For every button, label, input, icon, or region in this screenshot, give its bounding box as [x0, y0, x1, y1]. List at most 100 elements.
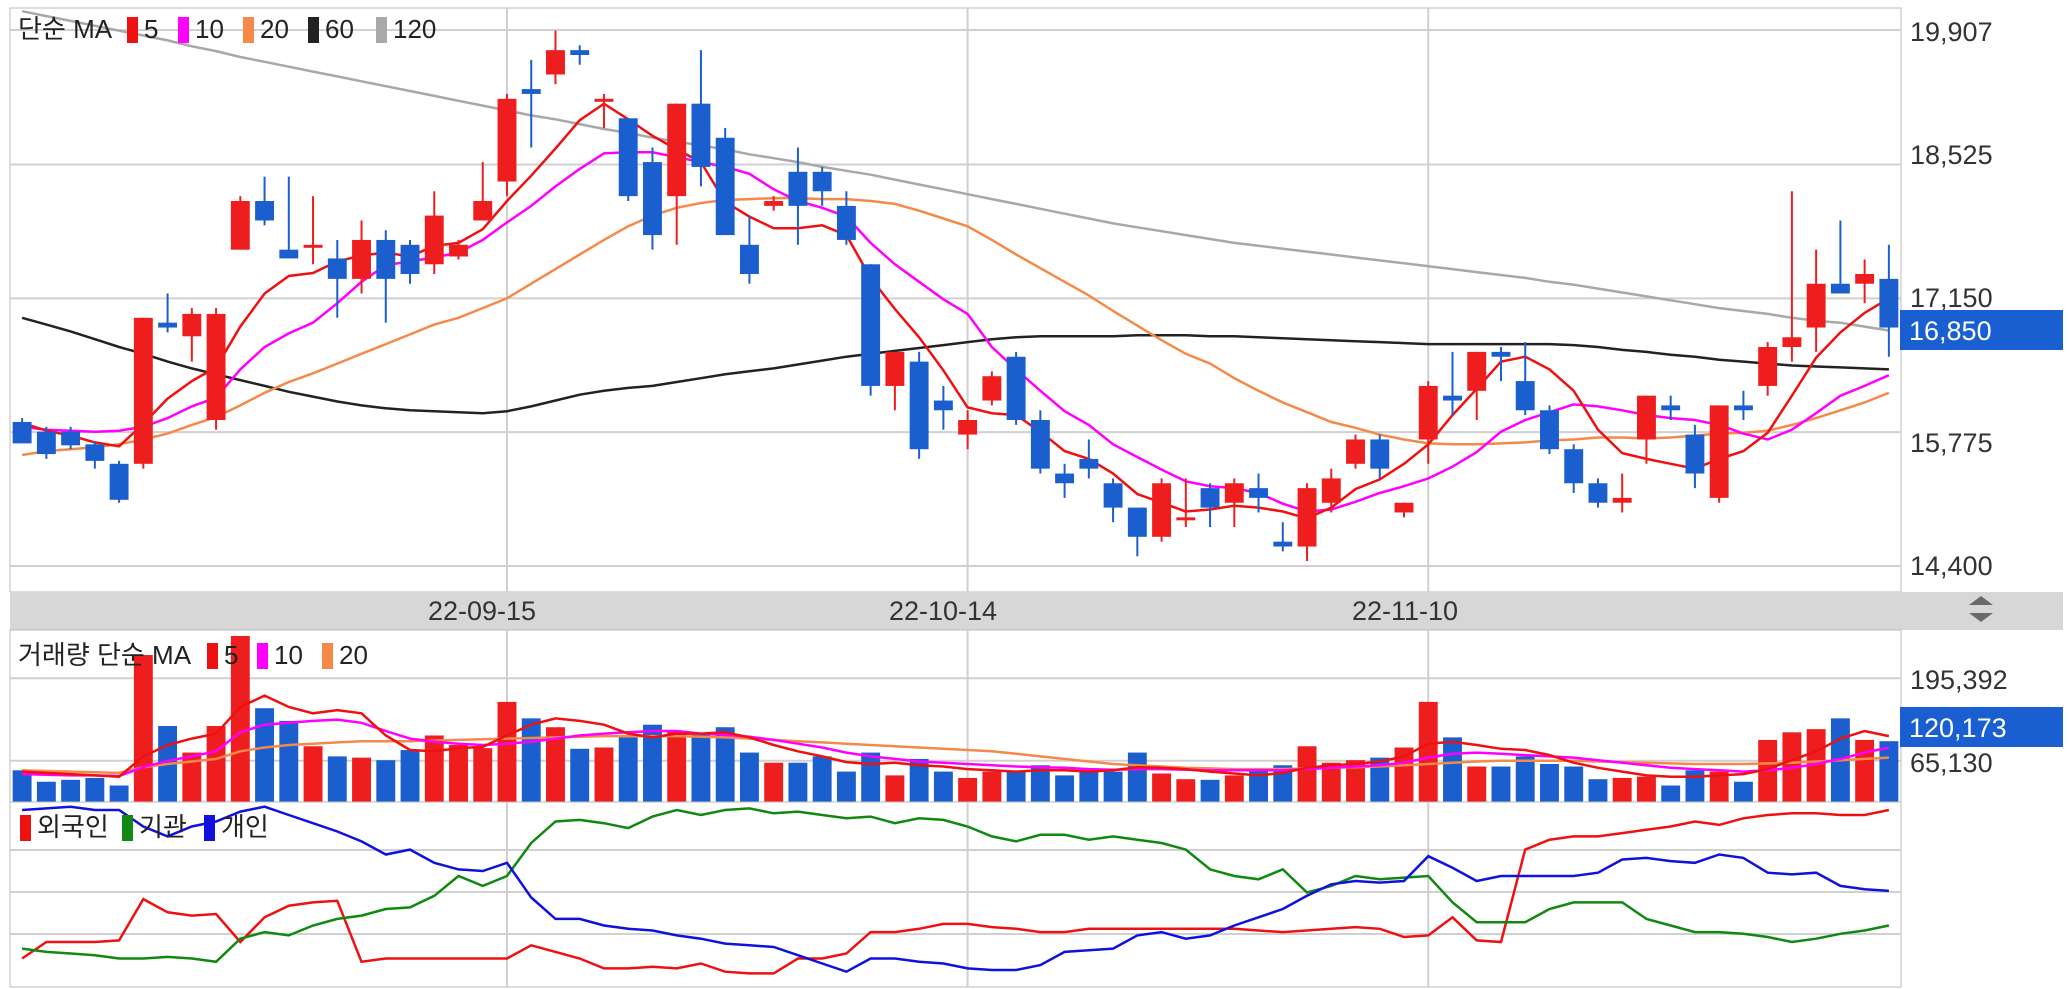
candle-8: [206, 308, 226, 430]
volume-bar-33: [812, 756, 832, 802]
price-tick-3: 15,775: [1910, 428, 1993, 458]
candle-43: [1055, 463, 1075, 498]
candle-body: [85, 444, 105, 461]
investor-line-2: [22, 805, 1889, 974]
candle-65: [1588, 478, 1608, 508]
candle-body: [1806, 283, 1826, 328]
candle-17: [424, 191, 444, 275]
volume-legend: 거래량 단순 MA 5 10 20: [18, 640, 368, 670]
volume-bar-60: [1467, 766, 1487, 802]
candle-body: [1006, 356, 1026, 421]
candle-72: [1758, 342, 1778, 396]
candle-33: [812, 166, 832, 206]
volume-bar-53: [1297, 746, 1317, 802]
candle-42: [1030, 410, 1050, 474]
candle-3: [85, 441, 105, 469]
candle-body: [1152, 483, 1172, 537]
candle-body: [1564, 449, 1584, 484]
candle-2: [61, 426, 81, 450]
volume-bar-68: [1661, 785, 1681, 802]
candle-body: [352, 239, 371, 279]
candle-51: [1249, 473, 1268, 513]
candle-31: [764, 196, 784, 211]
candle-body: [376, 239, 396, 279]
candle-50: [1224, 478, 1244, 528]
volume-bar-77: [1879, 741, 1899, 802]
candle-66: [1612, 473, 1632, 513]
volume-bar-16: [400, 750, 420, 802]
volume-bar-44: [1079, 770, 1099, 802]
candle-body: [206, 313, 226, 421]
current-price-badge-bg: [1900, 310, 2063, 350]
candle-0: [12, 418, 32, 444]
candle-73: [1782, 191, 1802, 362]
price-tick-1: 18,525: [1910, 140, 1993, 170]
updown-arrow-icon[interactable]: [1969, 596, 1993, 622]
ma120-line: [21, 9, 1890, 332]
volume-bar-26: [643, 724, 662, 802]
candle-36: [885, 351, 905, 411]
investor-panel[interactable]: 외국인 기관 개인: [9, 801, 1902, 988]
volume-bar-9: [230, 636, 250, 802]
candle-body: [1200, 488, 1220, 508]
candle-body: [1127, 507, 1147, 537]
ma60-line: [21, 316, 1889, 415]
candle-62: [1515, 342, 1535, 416]
volume-bar-13: [327, 756, 347, 802]
candle-25: [618, 118, 638, 202]
candle-34: [836, 191, 856, 245]
date-axis[interactable]: 22-09-15 22-10-14 22-11-10: [10, 592, 2063, 630]
candle-body: [618, 118, 638, 197]
volume-bars: [12, 636, 1899, 802]
candle-body: [1079, 458, 1099, 469]
ma10-line: [21, 151, 1890, 513]
candle-body: [861, 264, 881, 386]
candle-39: [958, 410, 978, 450]
volume-bar-37: [909, 758, 929, 802]
volume-bar-56: [1370, 757, 1390, 802]
price-legend-title: 단순 MA: [18, 14, 113, 44]
price-legend: 단순 MA 5 10 20 60 120: [18, 14, 436, 44]
candle-47: [1152, 478, 1172, 542]
volume-bar-32: [788, 762, 808, 802]
candle-57: [1394, 502, 1414, 518]
candle-body: [594, 98, 614, 102]
candle-67: [1636, 395, 1656, 464]
volume-bar-36: [885, 775, 905, 802]
candle-body: [1491, 351, 1511, 357]
candle-64: [1564, 444, 1584, 494]
candle-75: [1830, 220, 1850, 294]
investor-panel-frame: [9, 801, 1902, 988]
candle-19: [473, 162, 493, 221]
candle-body: [1782, 337, 1802, 348]
ma20-line: [21, 196, 1890, 457]
candle-body: [570, 50, 590, 56]
ma120-legend-swatch: [376, 17, 387, 43]
candle-body: [1467, 351, 1487, 391]
candle-71: [1733, 390, 1753, 421]
candle-body: [1321, 478, 1341, 503]
volume-bar-14: [352, 757, 371, 802]
investor-legend-label-1: 기관: [139, 812, 187, 842]
investor-legend-swatch-2: [204, 815, 215, 841]
volume-tick-1: 65,130: [1910, 748, 1993, 778]
candle-68: [1661, 395, 1681, 421]
volume-panel[interactable]: 195,392 65,130 120,173 거래량 단순 MA 5 10 20: [9, 629, 2063, 803]
ma60-legend-swatch: [308, 17, 319, 43]
price-candles: [12, 30, 1899, 562]
candle-body: [1855, 274, 1875, 284]
price-panel[interactable]: 19,907 18,525 17,150 15,775 14,400 16,85…: [9, 7, 2063, 593]
candle-body: [1443, 395, 1462, 401]
volume-bar-35: [861, 752, 881, 802]
volume-bar-27: [667, 731, 687, 802]
candle-9: [230, 196, 250, 250]
candle-30: [739, 215, 759, 284]
price-gridlines: [10, 29, 1901, 567]
candle-body: [12, 421, 32, 444]
candle-69: [1685, 424, 1705, 489]
price-y-axis: 19,907 18,525 17,150 15,775 14,400: [1910, 17, 1993, 581]
candle-48: [1176, 478, 1196, 528]
volume-bar-61: [1491, 766, 1511, 802]
